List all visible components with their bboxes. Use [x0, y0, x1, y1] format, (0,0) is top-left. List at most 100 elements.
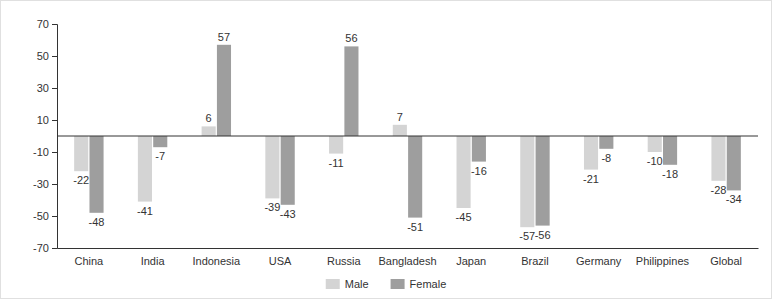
x-tick: Brazil	[521, 248, 549, 267]
bar	[153, 136, 167, 147]
legend-swatch	[391, 279, 405, 289]
data-label: -10	[647, 155, 663, 167]
x-tick-label: Brazil	[521, 255, 549, 267]
data-label: -21	[583, 173, 599, 185]
legend-item: Male	[326, 278, 369, 290]
data-label: 56	[345, 32, 357, 44]
x-tick-label: Global	[710, 255, 742, 267]
chart: -70 -50 -30 -10 10 30 50 70 China India Indonesia U…	[0, 0, 772, 299]
x-tick: Russia	[327, 248, 362, 267]
data-label: -39	[264, 201, 280, 213]
x-tick-label: USA	[269, 255, 292, 267]
data-label: -57	[519, 230, 535, 242]
y-tick: -70	[33, 242, 57, 254]
x-tick: Philippines	[636, 248, 690, 267]
y-tick: 10	[37, 114, 57, 126]
bar	[408, 136, 422, 218]
data-label: -7	[155, 150, 165, 162]
y-tick-label: 30	[37, 82, 49, 94]
y-tick-mark	[52, 248, 57, 249]
data-label: 6	[206, 112, 212, 124]
bar	[217, 45, 231, 136]
data-label: -43	[280, 208, 296, 220]
y-tick: -50	[33, 210, 57, 222]
y-tick: -10	[33, 146, 57, 158]
bar	[584, 136, 598, 170]
x-tick: USA	[269, 248, 292, 267]
x-tick: Global	[710, 248, 742, 267]
y-tick: -30	[33, 178, 57, 190]
frame	[1, 1, 772, 299]
y-axis: -70 -50 -30 -10 10 30 50 70	[33, 18, 57, 254]
data-label: -34	[726, 193, 742, 205]
data-label: 7	[397, 111, 403, 123]
y-tick-label: 10	[37, 114, 49, 126]
legend-item: Female	[391, 278, 447, 290]
x-tick-label: India	[141, 255, 166, 267]
y-tick-label: -50	[33, 210, 49, 222]
bar	[138, 136, 152, 202]
y-tick-mark	[52, 56, 57, 57]
x-tick-label: Germany	[576, 255, 622, 267]
data-label: -48	[89, 216, 105, 228]
bar	[202, 126, 216, 136]
data-label: 57	[218, 31, 230, 43]
y-tick-mark	[52, 184, 57, 185]
y-tick-label: 70	[37, 18, 49, 30]
x-tick: Japan	[456, 248, 486, 267]
x-tick-label: Indonesia	[192, 255, 241, 267]
bar	[536, 136, 550, 226]
y-tick: 70	[37, 18, 57, 30]
bar	[74, 136, 88, 171]
y-tick: 30	[37, 82, 57, 94]
legend-label: Male	[345, 278, 369, 290]
x-tick-label: Bangladesh	[378, 255, 436, 267]
x-tick: Indonesia	[192, 248, 241, 267]
y-tick: 50	[37, 50, 57, 62]
x-tick: China	[74, 248, 104, 267]
data-label: -11	[329, 157, 344, 169]
x-tick: Bangladesh	[378, 248, 436, 267]
bar	[711, 136, 725, 181]
bar	[457, 136, 471, 208]
bar	[344, 46, 358, 136]
bar	[727, 136, 741, 190]
bar	[89, 136, 103, 213]
data-label: -28	[711, 184, 727, 196]
bar	[472, 136, 486, 162]
data-label: -51	[407, 221, 423, 233]
x-axis-line	[58, 248, 759, 249]
data-label: -56	[535, 229, 551, 241]
y-tick-label: -70	[33, 242, 49, 254]
bar	[648, 136, 662, 152]
data-label: -45	[456, 211, 472, 223]
y-tick-mark	[52, 216, 57, 217]
y-tick-mark	[52, 88, 57, 89]
y-tick-label: -10	[33, 146, 49, 158]
legend-label: Female	[410, 278, 447, 290]
y-axis-line	[52, 25, 58, 249]
data-label: -41	[137, 205, 153, 217]
x-tick: India	[141, 248, 166, 267]
bar	[599, 136, 613, 149]
legend: Male Female	[326, 278, 447, 290]
bar	[393, 125, 407, 136]
zero-line	[57, 136, 758, 137]
y-tick-mark	[52, 152, 57, 153]
data-labels: -22 -41 6 -39 -11 7 -45 -57 -21 -10 -28 -48 -7 57 -43 5…	[73, 31, 741, 242]
y-tick-label: 50	[37, 50, 49, 62]
bar	[520, 136, 534, 227]
data-label: -22	[73, 174, 89, 186]
plot: -70 -50 -30 -10 10 30 50 70 China India Indonesia U…	[33, 18, 758, 267]
x-tick-label: Russia	[327, 255, 362, 267]
bar	[329, 136, 343, 154]
x-axis: China India Indonesia USA Russia Bangladesh Ja…	[58, 248, 759, 267]
x-tick-label: China	[74, 255, 104, 267]
bar	[281, 136, 295, 205]
legend-swatch	[326, 279, 340, 289]
data-label: -16	[471, 165, 487, 177]
data-label: -18	[662, 168, 678, 180]
bar	[265, 136, 279, 198]
x-tick-label: Japan	[456, 255, 486, 267]
y-tick-label: -30	[33, 178, 49, 190]
